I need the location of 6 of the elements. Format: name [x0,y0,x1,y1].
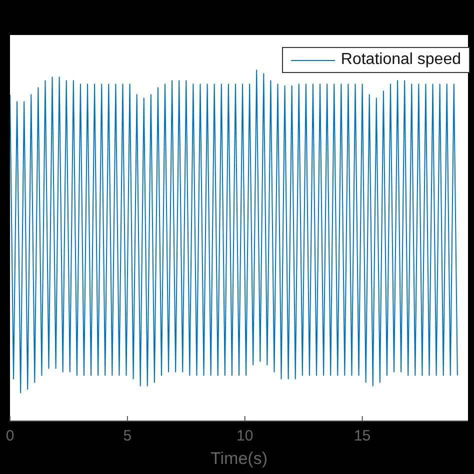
x-tick-label: 0 [6,428,14,445]
x-axis-title: Time(s) [210,449,268,469]
x-tick-label: 5 [123,428,132,445]
legend-label: Rotational speed [340,51,461,69]
x-tick-label: 15 [354,428,371,445]
x-tick-label: 10 [236,428,254,445]
